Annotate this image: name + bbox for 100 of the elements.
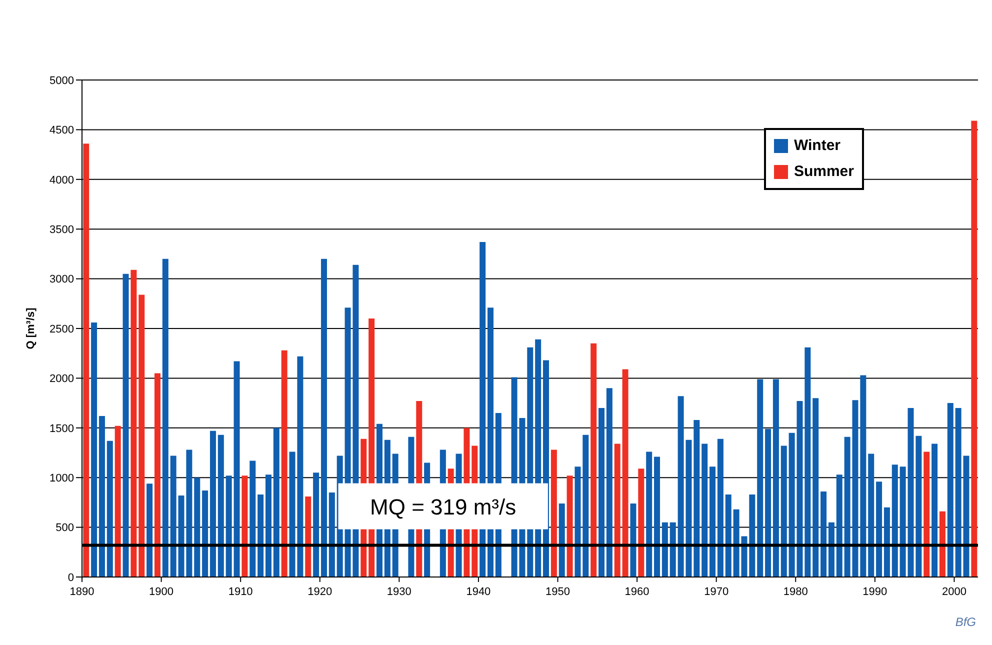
bar	[265, 474, 272, 577]
bar	[574, 466, 581, 577]
bar	[328, 492, 335, 577]
x-tick-label: 1940	[466, 586, 491, 598]
y-tick-label: 1500	[50, 422, 74, 435]
y-tick-label: 4500	[50, 124, 74, 137]
bar	[558, 503, 565, 577]
bar	[250, 460, 256, 577]
bar	[106, 440, 113, 577]
bar	[924, 452, 930, 577]
bar	[273, 428, 280, 577]
x-tick-label: 1910	[228, 586, 253, 598]
bar	[717, 438, 724, 577]
bar	[122, 274, 129, 577]
bar	[550, 450, 557, 577]
y-tick-label: 3000	[50, 274, 74, 286]
legend-label: Summer	[794, 162, 854, 182]
y-tick-label: 5000	[50, 74, 74, 87]
x-tick-label: 1960	[624, 586, 650, 598]
y-tick-label: 1000	[50, 472, 74, 485]
bar	[91, 322, 98, 577]
bar	[694, 420, 700, 577]
bar	[590, 343, 597, 577]
x-tick-label: 1970	[704, 586, 729, 598]
bar	[320, 258, 327, 577]
bar	[876, 482, 882, 577]
bar	[154, 373, 160, 577]
bar	[836, 474, 842, 577]
bar	[281, 350, 288, 577]
bar	[916, 436, 922, 577]
x-tick-label: 2000	[942, 586, 966, 598]
bar	[749, 494, 756, 577]
bar	[210, 430, 216, 577]
y-tick-label: 3500	[50, 224, 74, 236]
bar	[194, 478, 200, 577]
bar	[622, 369, 628, 577]
bar	[313, 472, 320, 577]
bar	[114, 426, 121, 577]
x-tick-label: 1930	[386, 586, 412, 598]
bar	[170, 456, 176, 577]
bar	[670, 522, 676, 577]
bar	[98, 416, 105, 577]
x-tick-label: 1900	[149, 586, 174, 598]
bar	[932, 444, 938, 577]
bar	[971, 120, 978, 577]
bar	[218, 434, 224, 577]
bar	[630, 503, 636, 577]
bar	[804, 347, 811, 577]
bar	[860, 375, 866, 577]
y-tick-label: 2000	[50, 373, 74, 386]
y-tick-label: 0	[68, 572, 74, 584]
bar	[963, 456, 970, 577]
x-tick-label: 1890	[70, 586, 94, 598]
bar	[146, 484, 153, 577]
legend-label: Winter	[794, 136, 840, 156]
bar	[130, 270, 137, 577]
bar	[662, 522, 668, 577]
bar	[305, 496, 312, 577]
bar	[812, 398, 819, 577]
y-tick-label: 2500	[50, 323, 74, 336]
bar	[234, 361, 240, 577]
bar	[226, 476, 232, 577]
x-tick-label: 1950	[546, 586, 570, 598]
bar	[638, 468, 644, 577]
bar	[955, 408, 962, 577]
bar	[765, 428, 772, 577]
bar	[162, 258, 168, 577]
bar	[780, 446, 787, 577]
bar	[772, 379, 779, 577]
bar	[828, 522, 834, 577]
bar	[702, 444, 708, 577]
bar	[83, 144, 90, 577]
bar	[566, 476, 573, 577]
text: BfG	[955, 615, 976, 629]
y-tick-label: 500	[56, 522, 74, 534]
bar	[820, 492, 827, 577]
bar	[884, 507, 890, 577]
y-tick-label: 4000	[50, 174, 74, 186]
bar	[258, 494, 264, 577]
bar	[868, 454, 874, 577]
x-tick-label: 1990	[862, 586, 888, 598]
bar	[947, 403, 954, 577]
ref-line-label: MQ = 319 m³/s	[370, 494, 516, 520]
bar	[606, 388, 612, 577]
bar	[202, 490, 208, 577]
bar	[646, 452, 652, 577]
bar	[725, 494, 732, 577]
bar	[757, 379, 764, 577]
bar	[582, 434, 589, 577]
bar	[654, 456, 660, 577]
bar	[614, 444, 620, 577]
x-tick-label: 1980	[783, 586, 808, 598]
y-axis-title: Q [m³/s]	[24, 307, 37, 350]
bar	[892, 464, 898, 577]
bar	[242, 476, 248, 577]
bar	[598, 408, 605, 577]
bar	[939, 511, 946, 577]
bar	[138, 294, 145, 577]
bar	[710, 466, 716, 577]
x-tick-label: 1920	[308, 586, 332, 598]
